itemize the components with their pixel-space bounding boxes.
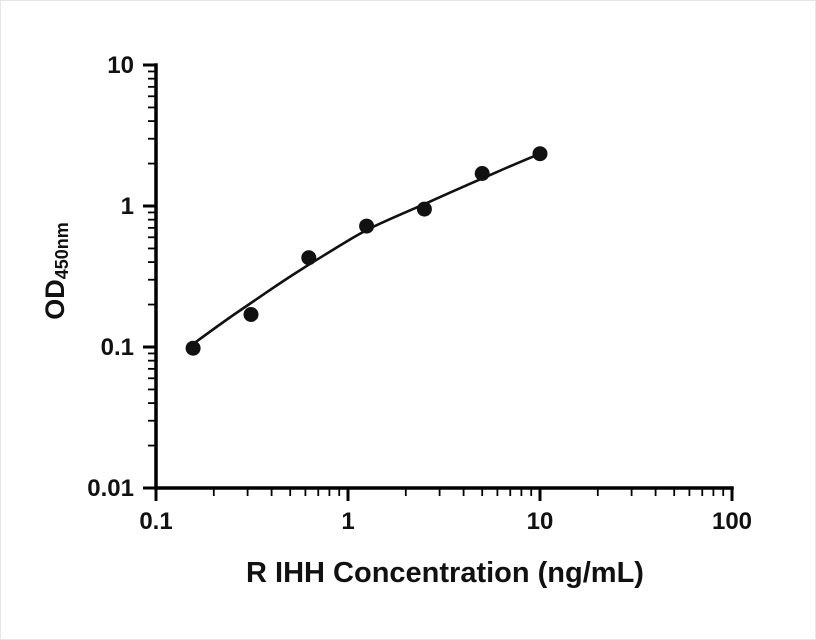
x-tick-label: 0.1 <box>139 508 172 535</box>
data-point <box>532 146 548 162</box>
x-tick-label: 100 <box>712 508 752 535</box>
y-axis-title-main: OD <box>40 279 70 320</box>
data-point <box>243 307 259 322</box>
data-point <box>359 218 375 234</box>
y-axis-title-subscript: 450nm <box>52 222 72 280</box>
data-points <box>185 146 548 356</box>
ticks <box>143 63 734 501</box>
x-tick-label: 10 <box>527 508 554 535</box>
axes <box>154 63 734 490</box>
x-axis-title: R IHH Concentration (ng/mL) <box>246 557 644 589</box>
y-tick-label: 1 <box>121 193 134 220</box>
data-point <box>301 250 317 266</box>
data-point <box>474 166 490 181</box>
y-tick-label: 0.01 <box>87 475 134 502</box>
data-point <box>416 201 432 217</box>
x-tick-label: 1 <box>341 508 354 535</box>
y-tick-label: 0.1 <box>101 334 134 361</box>
data-point <box>185 340 201 356</box>
y-axis-title: OD450nm <box>37 171 73 371</box>
y-tick-label: 10 <box>107 52 134 79</box>
